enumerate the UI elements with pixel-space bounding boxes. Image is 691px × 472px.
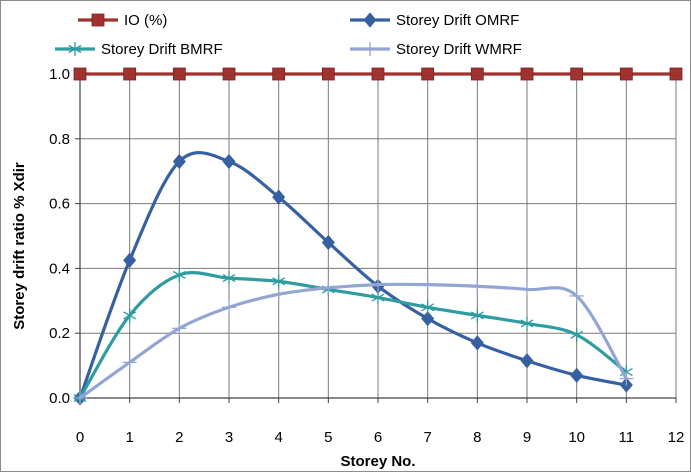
data-point: [470, 308, 484, 323]
legend: IO (%) Storey Drift OMRF Storey Drift BMRF…: [55, 12, 522, 58]
series-line: [78, 282, 628, 400]
data-point: [272, 274, 286, 289]
data-point: [371, 67, 385, 81]
data-point: [421, 311, 435, 327]
data-point: [470, 335, 484, 351]
x-tick-label: 10: [568, 429, 585, 446]
y-tick-label: 0.2: [49, 325, 70, 342]
data-point: [271, 287, 286, 302]
y-tick-label: 1.0: [49, 66, 70, 83]
y-tick-label: 0.8: [49, 131, 70, 148]
data-point: [321, 67, 335, 81]
data-point: [470, 67, 484, 81]
data-point: [222, 300, 236, 315]
data-point: [123, 252, 137, 268]
data-point: [520, 67, 534, 81]
data-point: [570, 327, 584, 342]
data-point: [520, 316, 534, 331]
y-tick-label: 0.4: [49, 260, 70, 277]
x-tick-label: 7: [423, 429, 431, 446]
data-point: [172, 153, 186, 170]
data-point: [172, 67, 186, 81]
data-point: [123, 67, 137, 81]
data-point: [371, 277, 385, 292]
data-point: [570, 367, 584, 383]
x-tick-label: 2: [175, 429, 183, 446]
data-point: [619, 371, 634, 386]
x-tick-label: 11: [619, 429, 635, 446]
data-point: [520, 353, 534, 369]
series-io: [73, 67, 683, 81]
x-tick-label: 4: [274, 429, 282, 446]
x-tick-label: 5: [324, 429, 332, 446]
legend-marker: [363, 42, 377, 56]
series-layer: [73, 67, 683, 406]
x-tick-label: 0: [76, 429, 84, 446]
data-point: [222, 67, 236, 81]
legend-item: Storey Drift OMRF: [350, 12, 519, 29]
data-point: [619, 67, 633, 81]
data-point: [669, 67, 683, 81]
data-point: [420, 277, 435, 292]
data-point: [222, 271, 236, 286]
data-point: [73, 391, 87, 405]
data-point: [123, 308, 137, 323]
x-axis-title: Storey No.: [340, 453, 415, 470]
series-storey-drift-wmrf: [73, 277, 634, 405]
x-tick-label: 6: [374, 429, 382, 446]
data-point: [172, 267, 186, 282]
data-point: [520, 282, 534, 297]
legend-item: Storey Drift BMRF: [55, 41, 223, 58]
legend-label: Storey Drift WMRF: [396, 41, 522, 58]
legend-label: Storey Drift OMRF: [396, 12, 519, 29]
legend-marker: [363, 12, 377, 28]
data-point: [470, 279, 485, 294]
data-point: [272, 67, 286, 81]
legend-marker: [91, 13, 105, 27]
legend-item: IO (%): [78, 12, 167, 29]
y-tick-label: 0.6: [49, 196, 70, 213]
data-point: [569, 288, 584, 303]
data-point: [222, 153, 236, 170]
data-point: [371, 290, 385, 305]
series-storey-drift-omrf: [73, 151, 633, 406]
data-point: [570, 67, 584, 81]
legend-label: Storey Drift BMRF: [101, 41, 223, 58]
y-tick-label: 0.0: [49, 390, 70, 407]
data-point: [321, 280, 336, 295]
data-point: [321, 234, 335, 251]
data-point: [421, 67, 435, 81]
x-tick-label: 8: [473, 429, 481, 446]
x-tick-label: 9: [523, 429, 531, 446]
data-point: [421, 300, 435, 315]
data-point: [172, 321, 187, 336]
x-tick-label: 12: [668, 429, 685, 446]
data-point: [73, 67, 87, 81]
data-point: [122, 355, 137, 370]
legend-marker: [68, 42, 82, 56]
data-point: [272, 189, 286, 205]
legend-label: IO (%): [124, 12, 167, 29]
x-tick-label: 3: [225, 429, 233, 446]
x-tick-label: 1: [125, 429, 133, 446]
legend-item: Storey Drift WMRF: [350, 41, 522, 58]
y-axis-title: Storey drift ratio % Xdir: [11, 162, 28, 330]
